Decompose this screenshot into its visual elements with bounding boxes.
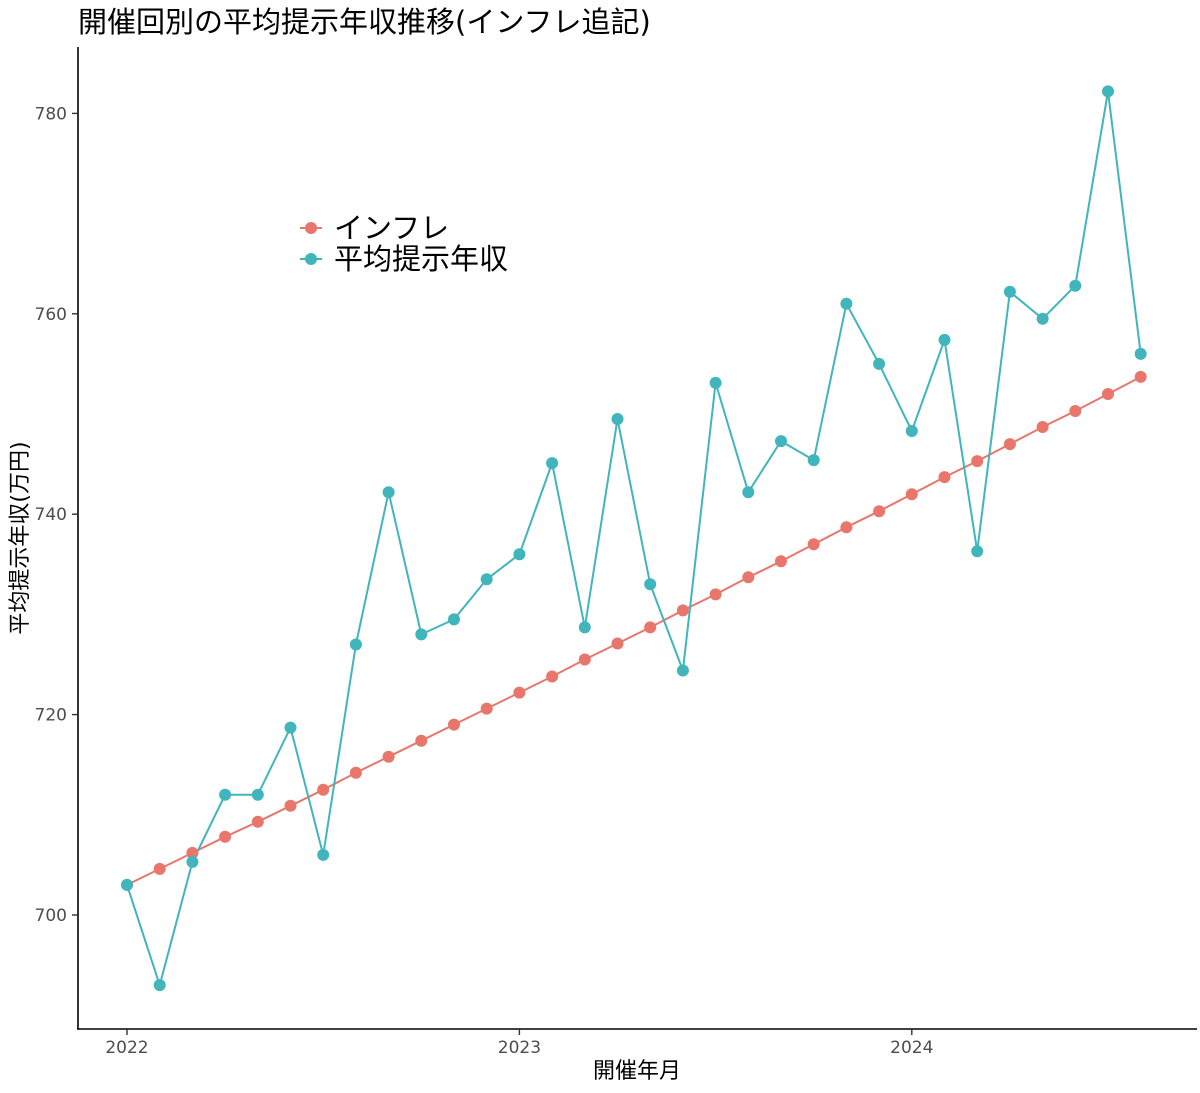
series-2-point: [153, 979, 166, 992]
series-1-point: [480, 702, 493, 715]
series-1-point: [317, 783, 330, 796]
series-1-point: [742, 571, 755, 584]
series-2-point: [121, 878, 133, 891]
y-tick-label: 760: [35, 305, 67, 325]
series-2-point: [448, 613, 460, 626]
x-tick-label: 2024: [890, 1038, 933, 1058]
series-2-point: [382, 486, 395, 499]
series-1-point: [644, 621, 657, 634]
series-1-point: [905, 488, 918, 501]
series-1-point: [676, 604, 689, 617]
series-2-point: [480, 573, 493, 586]
series-1-point: [284, 799, 297, 812]
series-2-point: [676, 664, 689, 677]
legend-label: 平均提示年収: [334, 242, 508, 276]
legend-key-point: [305, 253, 317, 265]
series-1-point: [1036, 421, 1049, 433]
series-2-point: [578, 621, 591, 634]
y-axis-ticks: 700 720 740 760 780: [35, 104, 78, 926]
series-1-point: [546, 670, 559, 683]
series-1-point: [153, 862, 166, 875]
series-2-point: [873, 357, 886, 370]
series-2-point: [971, 545, 984, 558]
series-2-point: [513, 548, 526, 561]
series-2-point: [644, 578, 657, 591]
series-1-point: [611, 637, 624, 650]
y-axis-title: 平均提示年収(万円): [8, 441, 33, 634]
series-1-point: [1134, 370, 1147, 383]
x-tick-label: 2022: [105, 1038, 148, 1058]
y-tick-label: 700: [35, 906, 67, 926]
series-1-point: [415, 734, 428, 747]
series-1-point: [349, 766, 362, 779]
series-2-point: [1036, 312, 1049, 325]
x-tick-label: 2023: [498, 1038, 541, 1058]
series-1-point: [971, 455, 984, 468]
series-line-1: [126, 376, 1142, 886]
series-2-point: [1003, 285, 1016, 298]
x-axis-ticks: 2022 2023 2024: [105, 1029, 933, 1058]
series-2-point: [546, 457, 559, 470]
series-2-point: [349, 638, 362, 651]
series-2-point: [905, 425, 918, 437]
series-layer: [121, 85, 1147, 992]
series-2-point: [742, 486, 755, 499]
series-2-point: [709, 376, 722, 389]
series-1-point: [709, 588, 722, 601]
series-1-point: [578, 653, 591, 666]
series-1-point: [775, 555, 787, 568]
series-2-point: [219, 788, 232, 801]
series-1-point: [807, 538, 820, 551]
legend-key-point: [305, 222, 317, 234]
series-1-point: [1003, 438, 1016, 451]
series-2-point: [186, 855, 199, 868]
legend-label: インフレ: [334, 211, 449, 245]
series-2-point: [775, 435, 787, 448]
series-1-point: [382, 750, 395, 763]
series-2-point: [317, 848, 330, 861]
x-axis-title: 開催年月: [593, 1059, 681, 1084]
series-1-point: [840, 521, 853, 534]
series-2-point: [415, 628, 428, 641]
series-2-point: [807, 454, 820, 467]
series-1-point: [938, 471, 951, 484]
y-tick-label: 720: [35, 706, 67, 726]
series-1-point: [1102, 388, 1114, 400]
series-1-point: [448, 718, 460, 731]
series-1-point: [219, 830, 232, 843]
series-line-2: [126, 90, 1142, 987]
y-tick-label: 740: [35, 505, 67, 525]
series-1-point: [513, 686, 526, 699]
chart-title: 開催回別の平均提示年収推移(インフレ追記): [78, 5, 651, 39]
y-tick-label: 780: [35, 104, 67, 124]
series-1-point: [186, 846, 199, 859]
series-2-point: [840, 297, 853, 310]
series-1-point: [1069, 405, 1082, 417]
series-2-point: [251, 788, 264, 801]
series-2-point: [938, 333, 951, 346]
series-2-point: [1102, 85, 1114, 98]
series-1-point: [873, 505, 886, 518]
series-2-point: [611, 413, 624, 425]
series-2-point: [284, 721, 297, 734]
series-2-point: [1069, 279, 1082, 292]
series-1-point: [251, 815, 264, 828]
series-2-point: [1134, 347, 1147, 360]
